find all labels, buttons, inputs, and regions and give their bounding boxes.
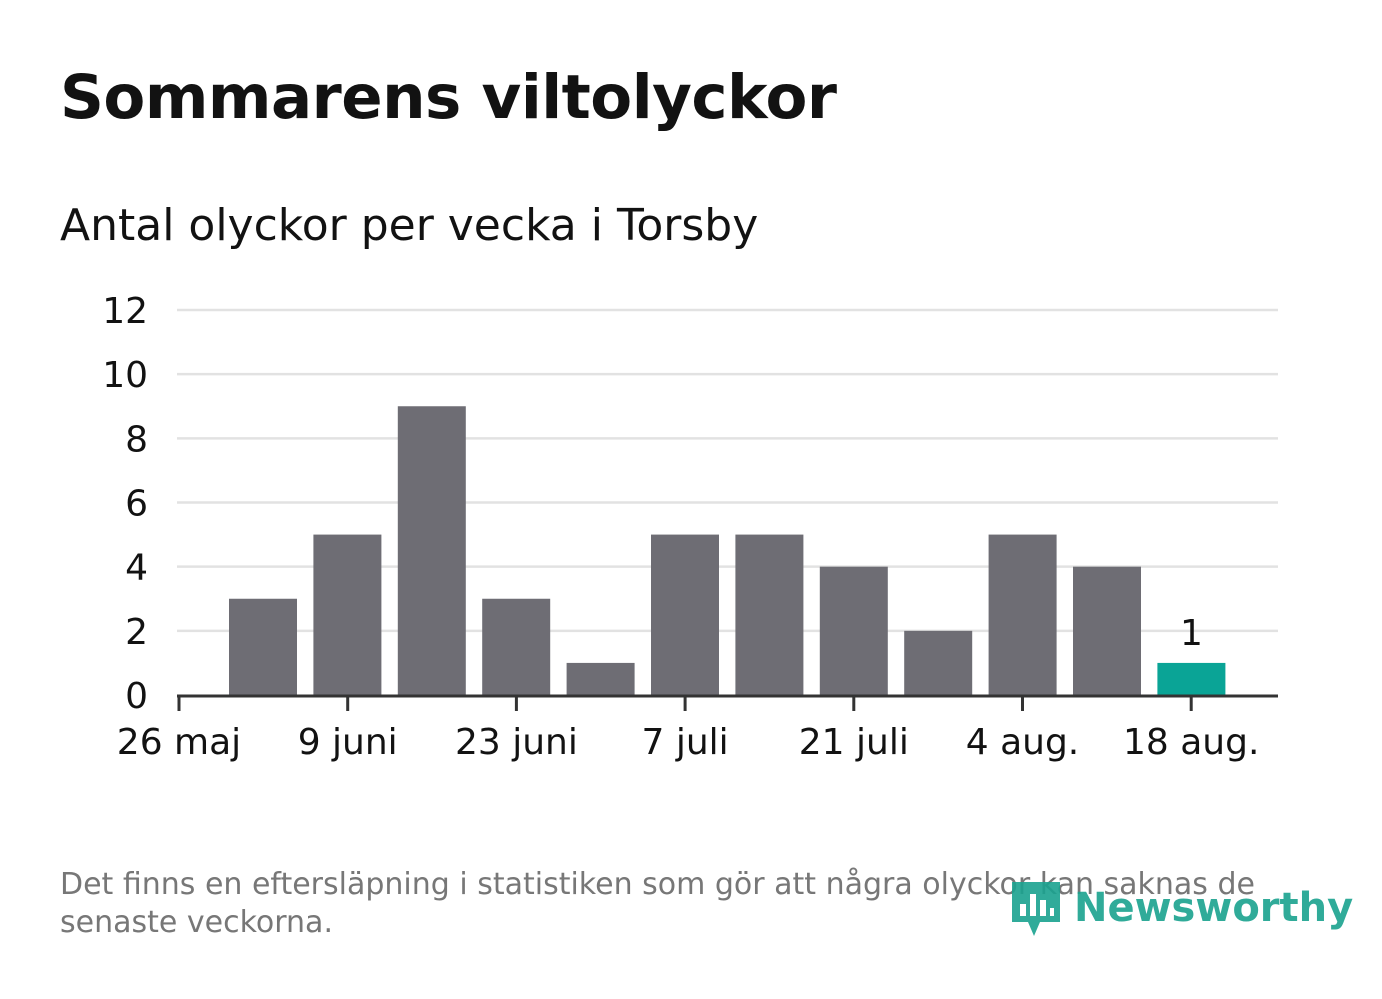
y-tick-label: 4 [125, 548, 148, 589]
data-label: 1 [1180, 613, 1203, 654]
brand-name: Newsworthy [1074, 885, 1354, 931]
bar [988, 534, 1057, 695]
y-tick-label: 2 [125, 612, 148, 653]
bar [1073, 566, 1141, 695]
x-tick-label: 9 juni [298, 722, 398, 763]
y-tick-label: 6 [125, 484, 148, 525]
y-tick-label: 10 [102, 355, 148, 396]
chart-subtitle: Antal olyckor per vecka i Torsby [60, 200, 759, 251]
y-tick-label: 0 [125, 676, 148, 717]
bar-highlighted [1157, 662, 1226, 695]
bar [566, 662, 635, 695]
brand-logo: Newsworthy [1010, 878, 1353, 938]
x-tick-label: 7 juli [642, 722, 729, 763]
x-tick-label: 26 maj [117, 722, 241, 763]
x-tick-label: 4 aug. [966, 722, 1080, 763]
bar [735, 534, 804, 695]
bar [229, 598, 297, 695]
bar [313, 534, 382, 695]
bar [397, 406, 466, 695]
y-tick-label: 8 [125, 419, 148, 460]
y-tick-label: 12 [102, 291, 148, 332]
bar [819, 566, 888, 695]
bar [904, 630, 973, 695]
x-tick-label: 18 aug. [1123, 722, 1259, 763]
newsworthy-logo-icon [1012, 882, 1060, 936]
x-tick-label: 21 juli [799, 722, 909, 763]
x-tick-label: 23 juni [455, 722, 578, 763]
bar [651, 534, 719, 695]
bar [482, 598, 551, 695]
chart-title: Sommarens viltolyckor [60, 62, 837, 133]
